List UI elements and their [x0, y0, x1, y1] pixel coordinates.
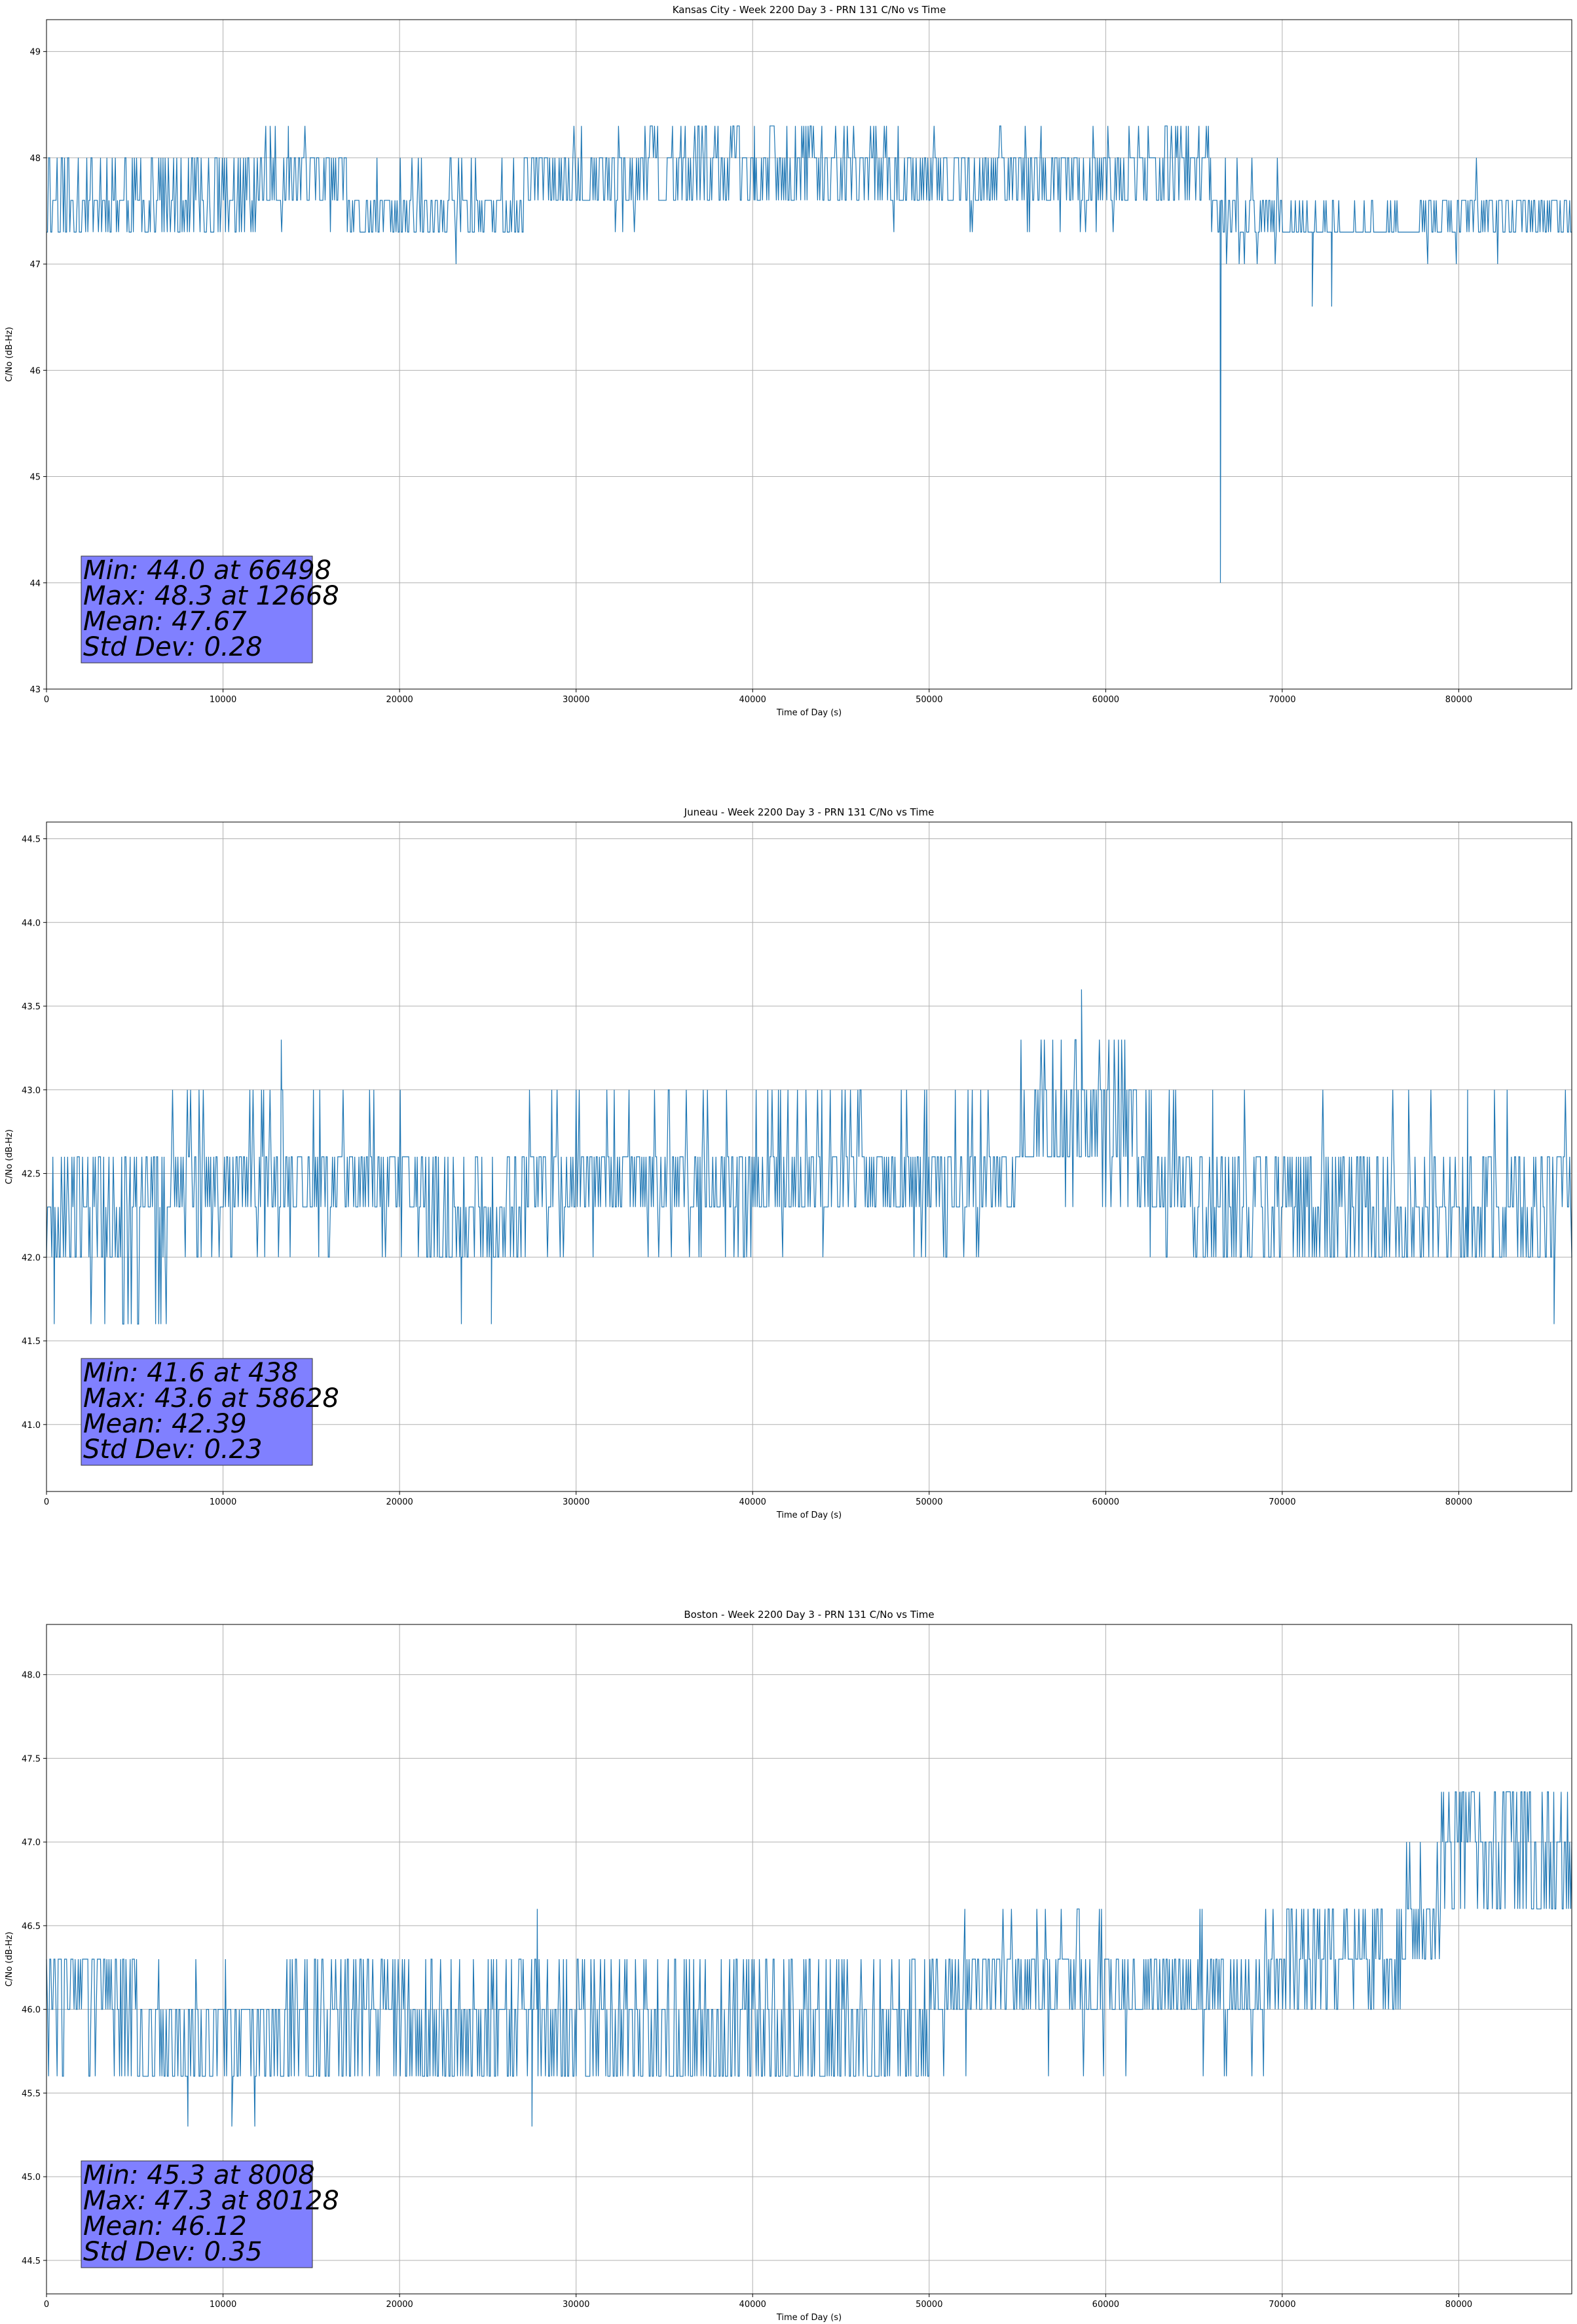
y-tick-label: 46.5: [22, 1922, 41, 1932]
x-tick-label: 40000: [739, 1497, 766, 1507]
cno-series-line: [46, 125, 1572, 583]
x-tick-label: 80000: [1445, 695, 1472, 705]
stats-max: Max: 43.6 at 58628: [83, 1383, 339, 1414]
x-axis-label: Time of Day (s): [776, 2313, 842, 2323]
y-tick-label: 44.5: [22, 835, 41, 845]
stats-box-background: [81, 2160, 313, 2268]
y-tick-label: 44: [29, 579, 41, 589]
y-tick-label: 43.5: [22, 1002, 41, 1012]
y-tick-label: 48: [29, 154, 41, 164]
x-tick-label: 50000: [916, 1497, 942, 1507]
x-tick-label: 30000: [563, 1497, 589, 1507]
axes-frame: [46, 19, 1572, 690]
x-tick-label: 30000: [563, 695, 589, 705]
x-tick-label: 20000: [386, 1497, 413, 1507]
x-tick-label: 70000: [1269, 2300, 1295, 2310]
stats-std: Std Dev: 0.35: [83, 2237, 263, 2267]
y-tick-label: 43: [29, 685, 41, 695]
chart-title: Boston - Week 2200 Day 3 - PRN 131 C/No …: [684, 1609, 934, 1621]
stats-max: Max: 48.3 at 12668: [83, 581, 339, 611]
cno-series-line: [46, 1791, 1572, 2127]
x-tick-label: 60000: [1092, 1497, 1119, 1507]
y-tick-label: 46: [29, 366, 41, 376]
x-tick-label: 70000: [1269, 695, 1295, 705]
stats-box: Min: 44.0 at 66498 Max: 48.3 at 12668 Me…: [81, 555, 339, 664]
y-tick-label: 45: [29, 473, 41, 483]
y-tick-label: 45.5: [22, 2089, 41, 2099]
x-tick-label: 10000: [210, 2300, 236, 2310]
x-tick-label: 10000: [210, 695, 236, 705]
x-tick-label: 20000: [386, 695, 413, 705]
x-tick-label: 40000: [739, 2300, 766, 2310]
x-tick-label: 70000: [1269, 1497, 1295, 1507]
subplot-boston: Boston - Week 2200 Day 3 - PRN 131 C/No …: [5, 1609, 1572, 2323]
x-tick-label: 60000: [1092, 695, 1119, 705]
x-tick-label: 20000: [386, 2300, 413, 2310]
cno-series-line: [46, 989, 1572, 1325]
stats-std: Std Dev: 0.28: [83, 632, 263, 662]
stats-max: Max: 47.3 at 80128: [83, 2186, 339, 2216]
chart-title: Juneau - Week 2200 Day 3 - PRN 131 C/No …: [684, 806, 935, 818]
subplot-kansas-city: Kansas City - Week 2200 Day 3 - PRN 131 …: [5, 4, 1572, 718]
x-tick-label: 30000: [563, 2300, 589, 2310]
x-tick-label: 50000: [916, 695, 942, 705]
stats-mean: Mean: 46.12: [83, 2211, 247, 2241]
x-tick-label: 60000: [1092, 2300, 1119, 2310]
x-tick-label: 0: [44, 2300, 49, 2310]
x-tick-label: 80000: [1445, 2300, 1472, 2310]
stats-std: Std Dev: 0.23: [83, 1434, 263, 1465]
stats-min: Min: 44.0 at 66498: [83, 555, 331, 586]
y-tick-label: 47.0: [22, 1838, 41, 1848]
stats-min: Min: 41.6 at 438: [83, 1358, 298, 1388]
y-tick-label: 42.5: [22, 1170, 41, 1180]
x-tick-label: 0: [44, 1497, 49, 1507]
axes-frame: [46, 821, 1572, 1492]
x-tick-label: 0: [44, 695, 49, 705]
stats-mean: Mean: 47.67: [83, 607, 247, 637]
y-tick-label: 41.0: [22, 1421, 41, 1431]
stats-box-background: [81, 555, 313, 664]
x-tick-label: 40000: [739, 695, 766, 705]
y-tick-label: 41.5: [22, 1337, 41, 1347]
chart-title: Kansas City - Week 2200 Day 3 - PRN 131 …: [673, 4, 946, 16]
y-tick-label: 44.0: [22, 918, 41, 928]
y-tick-label: 46.0: [22, 2006, 41, 2015]
subplot-juneau: Juneau - Week 2200 Day 3 - PRN 131 C/No …: [5, 806, 1572, 1520]
stats-box: Min: 41.6 at 438 Max: 43.6 at 58628 Mean…: [81, 1358, 339, 1466]
y-tick-label: 42.0: [22, 1253, 41, 1263]
y-tick-label: 47: [29, 260, 41, 270]
y-axis-label: C/No (dB-Hz): [5, 1129, 14, 1184]
y-tick-label: 49: [29, 48, 41, 58]
y-tick-label: 45.0: [22, 2173, 41, 2183]
y-tick-label: 44.5: [22, 2257, 41, 2266]
y-axis-label: C/No (dB-Hz): [5, 1932, 14, 1987]
stats-box: Min: 45.3 at 8008 Max: 47.3 at 80128 Mea…: [81, 2160, 339, 2268]
y-tick-label: 48.0: [22, 1671, 41, 1681]
x-tick-label: 50000: [916, 2300, 942, 2310]
axes-frame: [46, 1624, 1572, 2295]
x-axis-label: Time of Day (s): [776, 708, 842, 718]
y-tick-label: 47.5: [22, 1754, 41, 1764]
x-tick-label: 80000: [1445, 1497, 1472, 1507]
y-axis-label: C/No (dB-Hz): [5, 327, 14, 382]
stats-box-background: [81, 1358, 313, 1466]
stats-mean: Mean: 42.39: [83, 1409, 247, 1439]
y-tick-label: 43.0: [22, 1086, 41, 1096]
x-tick-label: 10000: [210, 1497, 236, 1507]
x-axis-label: Time of Day (s): [776, 1510, 842, 1520]
stats-min: Min: 45.3 at 8008: [83, 2160, 315, 2190]
